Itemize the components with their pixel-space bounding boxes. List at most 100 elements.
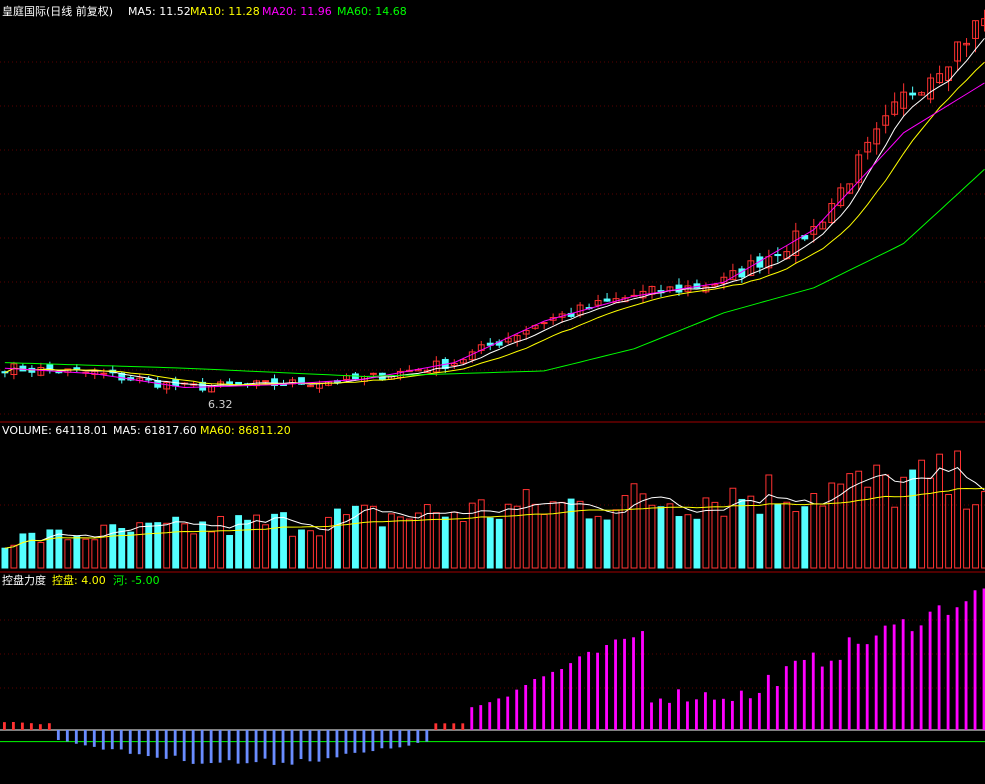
- candle-body: [873, 128, 881, 145]
- volume-bar: [783, 501, 791, 569]
- indicator-bar: [712, 699, 716, 730]
- volume-bar: [181, 523, 189, 569]
- volume-bar: [801, 506, 809, 569]
- indicator-bar: [47, 723, 51, 730]
- volume-bar: [477, 499, 485, 569]
- candle-body: [711, 284, 719, 287]
- chart-grid: [0, 61, 985, 689]
- volume-bar: [711, 501, 719, 569]
- volume-bar: [369, 505, 377, 569]
- volume-bar: [621, 495, 629, 569]
- indicator-bar: [874, 635, 878, 730]
- candle-body: [226, 381, 234, 385]
- volume-bar: [684, 514, 692, 569]
- indicator-bar: [856, 643, 860, 730]
- volume-header-ma5: MA5: 61817.60: [113, 424, 197, 437]
- volume-bar: [118, 528, 126, 569]
- volume-bar: [91, 539, 99, 569]
- volume-bar: [648, 504, 656, 569]
- indicator-bar: [290, 730, 294, 765]
- volume-bar: [10, 544, 18, 569]
- volume-bar: [334, 508, 341, 569]
- indicator-bar: [488, 702, 492, 730]
- volume-bar: [19, 533, 27, 569]
- volume-bar: [199, 521, 207, 569]
- volume-bar: [432, 512, 440, 569]
- price-header-stock: 皇庭国际(日线 前复权): [2, 4, 113, 18]
- ma20-line: [4, 82, 985, 389]
- volume-bar: [909, 469, 917, 569]
- volume-ma60-line: [4, 487, 985, 549]
- indicator-bar: [587, 651, 591, 730]
- volume-bar: [765, 474, 773, 569]
- indicator-bar: [506, 696, 510, 730]
- indicator-bar: [695, 699, 698, 730]
- indicator-bar: [137, 730, 141, 755]
- volume-bar: [630, 483, 638, 569]
- volume-bar: [927, 477, 935, 569]
- indicator-bar: [596, 652, 599, 730]
- volume-bar: [55, 529, 63, 569]
- indicator-bar: [65, 730, 69, 742]
- volume-bar: [540, 513, 548, 569]
- volume-bar: [163, 522, 171, 569]
- volume-bar: [675, 516, 683, 569]
- indicator-bar: [748, 698, 752, 730]
- volume-bar: [100, 524, 108, 569]
- indicator-bar: [524, 685, 528, 730]
- indicator-bar: [425, 730, 429, 742]
- volume-bar: [612, 509, 620, 569]
- indicator-bar: [272, 730, 276, 765]
- indicator-bar: [326, 730, 330, 759]
- indicator-bar: [281, 730, 285, 763]
- volume-bar: [190, 533, 198, 569]
- indicator-bar: [92, 730, 96, 747]
- candle-body: [603, 298, 611, 302]
- indicator-bar: [569, 663, 573, 730]
- volume-bar: [127, 531, 135, 569]
- candle-body: [918, 92, 926, 96]
- indicator-header-kongpan: 控盘: 4.00: [52, 573, 106, 587]
- indicator-bar: [739, 690, 743, 730]
- candle-body: [37, 366, 45, 376]
- candle-body: [954, 41, 961, 62]
- volume-bar: [109, 524, 117, 569]
- indicator-bar: [659, 698, 662, 730]
- volume-bar: [271, 513, 278, 569]
- indicator-bar: [209, 730, 213, 764]
- volume-bar: [657, 506, 665, 569]
- indicator-bar: [371, 730, 375, 752]
- volume-bar: [325, 516, 332, 569]
- volume-bar: [810, 493, 818, 569]
- indicator-bar: [775, 686, 779, 730]
- indicator-bar: [497, 698, 501, 730]
- volume-bar: [873, 464, 881, 569]
- indicator-bar: [650, 702, 653, 730]
- candle-body: [459, 359, 467, 364]
- ma5-line: [4, 37, 985, 387]
- volume-bar: [693, 518, 701, 569]
- indicator-header-name: 控盘力度: [2, 573, 46, 587]
- volume-bar: [1, 547, 9, 569]
- volume-bar: [145, 522, 153, 569]
- indicator-bar: [479, 705, 483, 730]
- candle-body: [819, 221, 827, 230]
- indicator-bar: [829, 660, 833, 730]
- volume-bar: [882, 474, 890, 569]
- indicator-bar: [614, 639, 617, 730]
- indicator-bar: [182, 730, 186, 762]
- volume-bar: [495, 518, 503, 569]
- price-header-ma20: MA20: 11.96: [262, 5, 332, 18]
- candle-body: [118, 372, 126, 381]
- volume-bar: [64, 539, 72, 569]
- candle-body: [864, 141, 872, 153]
- volume-bar: [468, 502, 476, 569]
- indicator-bar: [344, 730, 348, 754]
- candle-body: [792, 230, 800, 257]
- indicator-bar: [542, 676, 546, 730]
- candle-body: [702, 286, 710, 293]
- indicator-bar: [155, 730, 159, 758]
- volume-bar: [945, 494, 953, 569]
- volume-bar: [891, 506, 899, 569]
- volume-bar: [900, 476, 908, 569]
